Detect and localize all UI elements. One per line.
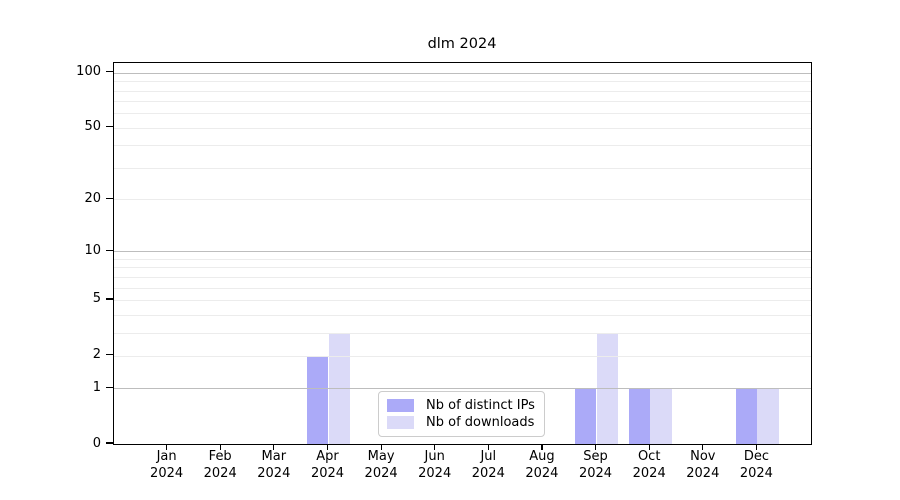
minor-gridline xyxy=(114,113,811,115)
x-tick-year: 2024 xyxy=(310,465,345,481)
x-tick-year: 2024 xyxy=(578,465,613,481)
major-gridline xyxy=(114,72,811,74)
minor-gridline xyxy=(114,332,811,334)
x-tick-label: Nov 2024 xyxy=(671,449,735,482)
x-tick-label: Apr 2024 xyxy=(296,449,360,482)
bar-downloads xyxy=(757,388,779,444)
x-tick-label: Dec 2024 xyxy=(724,449,788,482)
legend-label: Nb of distinct IPs xyxy=(426,398,535,413)
plot-area xyxy=(113,62,812,445)
x-tick-year: 2024 xyxy=(418,465,452,481)
y-tick-mark xyxy=(106,71,113,73)
bar-distinct-ips xyxy=(628,388,651,444)
minor-gridline xyxy=(114,299,811,301)
y-tick-mark xyxy=(106,442,113,444)
y-tick-label: 0 xyxy=(92,435,101,451)
x-tick-month: Mar xyxy=(261,449,287,464)
y-tick-label: 100 xyxy=(76,64,101,80)
x-tick-year: 2024 xyxy=(632,465,666,481)
minor-gridline xyxy=(114,258,811,260)
x-tick-year: 2024 xyxy=(739,465,773,481)
x-tick-month: Sep xyxy=(583,449,608,464)
x-tick-year: 2024 xyxy=(686,465,720,481)
minor-gridline xyxy=(114,101,811,103)
x-tick-label: Jul 2024 xyxy=(456,449,520,482)
x-tick-month: Jun xyxy=(424,449,445,464)
minor-gridline xyxy=(114,267,811,269)
x-tick-mark xyxy=(648,444,650,450)
minor-gridline xyxy=(114,355,811,357)
x-tick-mark xyxy=(541,444,543,450)
x-tick-month: Nov xyxy=(690,449,716,464)
x-tick-label: Sep 2024 xyxy=(564,449,628,482)
x-tick-mark xyxy=(487,444,489,450)
x-tick-label: Jan 2024 xyxy=(135,449,199,482)
x-tick-label: May 2024 xyxy=(349,449,413,482)
legend-label: Nb of downloads xyxy=(426,415,535,430)
y-tick-label: 10 xyxy=(84,242,101,258)
x-tick-mark xyxy=(166,444,168,450)
x-tick-year: 2024 xyxy=(364,465,398,481)
x-tick-month: Aug xyxy=(529,449,555,464)
y-tick-label: 5 xyxy=(92,291,101,307)
minor-gridline xyxy=(114,127,811,129)
y-tick-label: 1 xyxy=(92,379,101,395)
x-tick-mark xyxy=(702,444,704,450)
y-tick-mark xyxy=(106,126,113,128)
legend-item: Nb of distinct IPs xyxy=(387,398,535,413)
y-tick-label: 20 xyxy=(84,190,101,206)
minor-gridline xyxy=(114,276,811,278)
x-tick-month: Feb xyxy=(208,449,232,464)
minor-gridline xyxy=(114,314,811,316)
x-tick-month: Jul xyxy=(480,449,497,464)
major-gridline xyxy=(114,251,811,253)
bar-distinct-ips xyxy=(575,388,597,444)
x-tick-mark xyxy=(380,444,382,450)
y-tick-mark xyxy=(106,298,113,300)
x-tick-month: Dec xyxy=(743,449,769,464)
x-tick-month: Oct xyxy=(637,449,661,464)
x-tick-mark xyxy=(755,444,758,450)
y-tick-mark xyxy=(106,354,113,356)
bar-downloads xyxy=(650,388,672,444)
x-tick-label: Feb 2024 xyxy=(188,449,252,482)
x-tick-mark xyxy=(273,444,275,450)
x-tick-year: 2024 xyxy=(471,465,505,481)
minor-gridline xyxy=(114,145,811,147)
y-tick-mark xyxy=(106,386,113,388)
y-tick-label: 50 xyxy=(84,119,101,135)
x-tick-year: 2024 xyxy=(203,465,237,481)
chart-title: dlm 2024 xyxy=(427,36,497,52)
x-tick-month: May xyxy=(367,449,395,464)
minor-gridline xyxy=(114,167,811,169)
x-tick-label: Mar 2024 xyxy=(242,449,306,482)
y-tick-mark xyxy=(106,197,113,199)
x-tick-mark xyxy=(326,444,329,450)
x-tick-mark xyxy=(434,444,436,450)
x-tick-month: Apr xyxy=(316,449,339,464)
major-gridline xyxy=(114,388,811,390)
x-tick-year: 2024 xyxy=(525,465,559,481)
legend: Nb of distinct IPs Nb of downloads xyxy=(378,391,545,437)
x-tick-label: Aug 2024 xyxy=(510,449,574,482)
bar-distinct-ips xyxy=(307,355,329,444)
x-tick-year: 2024 xyxy=(150,465,184,481)
legend-swatch-downloads-icon xyxy=(387,416,414,429)
minor-gridline xyxy=(114,287,811,289)
x-tick-mark xyxy=(594,444,597,450)
minor-gridline xyxy=(114,199,811,201)
x-tick-year: 2024 xyxy=(257,465,291,481)
legend-item: Nb of downloads xyxy=(387,415,534,430)
x-tick-label: Jun 2024 xyxy=(403,449,467,482)
y-tick-label: 2 xyxy=(92,347,101,363)
y-tick-mark xyxy=(106,249,113,251)
minor-gridline xyxy=(114,81,811,83)
x-tick-month: Jan xyxy=(156,449,177,464)
legend-swatch-distinct-ips-icon xyxy=(387,399,414,412)
bar-distinct-ips xyxy=(735,388,758,444)
x-tick-label: Oct 2024 xyxy=(617,449,681,482)
x-tick-mark xyxy=(219,444,221,450)
minor-gridline xyxy=(114,90,811,92)
